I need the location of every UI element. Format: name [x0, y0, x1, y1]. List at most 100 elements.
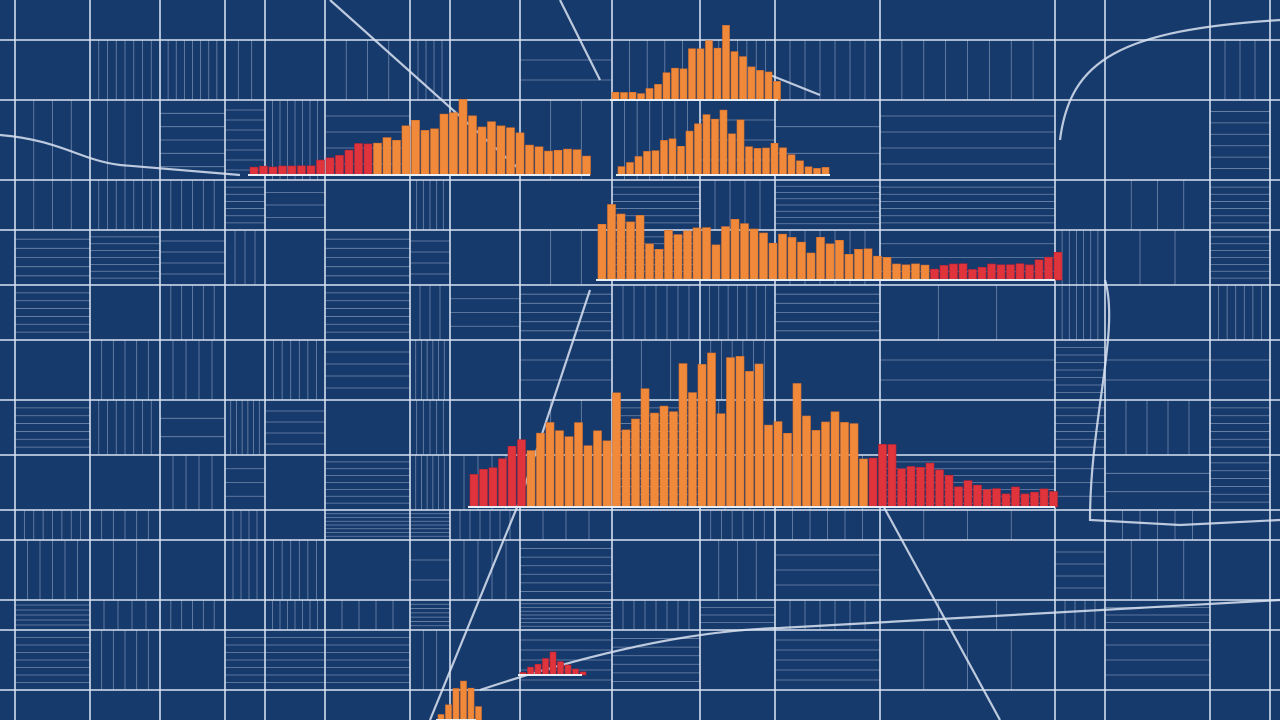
- decorative-bar: [730, 51, 739, 101]
- decorative-bar: [958, 263, 968, 281]
- decorative-bar: [507, 445, 517, 508]
- decorative-bar: [671, 67, 679, 101]
- decorative-bar: [688, 392, 697, 508]
- decorative-bar: [982, 489, 992, 508]
- decorative-bar: [259, 165, 268, 176]
- decorative-bar: [728, 133, 736, 176]
- decorative-bar: [911, 263, 920, 281]
- decorative-bar: [678, 363, 688, 508]
- decorative-bar: [873, 255, 882, 281]
- decorative-bar: [477, 126, 487, 176]
- decorative-bar: [373, 142, 382, 176]
- decorative-bar: [664, 230, 673, 281]
- decorative-bar: [542, 658, 549, 676]
- decorative-bar: [778, 233, 787, 281]
- decorative-bar: [702, 114, 711, 176]
- decorative-bar: [787, 154, 796, 176]
- decorative-bar: [612, 392, 621, 508]
- decorative-bar: [722, 25, 730, 101]
- decorative-bar: [707, 352, 716, 508]
- decorative-bar: [992, 488, 1001, 508]
- decorative-bar: [534, 146, 544, 176]
- decorative-bar: [764, 71, 773, 101]
- decorative-bar: [479, 468, 488, 508]
- decorative-bar: [1053, 252, 1063, 281]
- decorative-bar: [468, 115, 477, 176]
- decorative-bar: [475, 706, 482, 720]
- decorative-bar: [882, 257, 892, 281]
- decorative-bar: [449, 112, 458, 176]
- decorative-bar: [770, 143, 779, 176]
- decorative-bar: [849, 423, 859, 508]
- decorative-bar: [726, 357, 735, 508]
- decorative-bar: [564, 664, 572, 676]
- decorative-bar: [925, 462, 935, 508]
- decorative-bar: [411, 120, 420, 176]
- bar-cluster: [518, 651, 587, 676]
- decorative-bar: [527, 666, 534, 676]
- decorative-bar: [628, 92, 637, 101]
- decorative-bar: [553, 150, 563, 176]
- decorative-bar: [854, 249, 863, 281]
- decorative-bar: [863, 248, 873, 281]
- decorative-bar: [1015, 263, 1025, 281]
- decorative-bar: [702, 227, 711, 281]
- decorative-bar: [452, 688, 460, 720]
- decorative-bar: [711, 244, 721, 281]
- decorative-bar: [804, 166, 813, 176]
- major-road: [559, 0, 601, 81]
- decorative-bar: [1011, 486, 1020, 508]
- decorative-bar: [335, 155, 344, 176]
- decorative-bar: [821, 167, 830, 176]
- major-road: [879, 499, 1001, 720]
- decorative-bar: [749, 228, 759, 281]
- decorative-bar: [797, 241, 806, 281]
- decorative-bar: [654, 249, 664, 281]
- decorative-bar: [773, 81, 781, 101]
- decorative-bar: [626, 221, 635, 281]
- decorative-bar: [694, 123, 702, 176]
- decorative-bar: [668, 138, 677, 176]
- decorative-bar: [564, 436, 574, 508]
- decorative-bar: [382, 137, 392, 176]
- decorative-bar: [579, 671, 587, 676]
- decorative-bar: [963, 480, 973, 508]
- decorative-bar: [467, 687, 475, 720]
- decorative-bar: [617, 166, 626, 176]
- decorative-bar: [363, 143, 373, 176]
- decorative-bar: [611, 92, 620, 101]
- decorative-bar: [287, 165, 297, 176]
- decorative-bar: [534, 663, 542, 676]
- decorative-bar: [572, 149, 582, 176]
- decorative-bar: [498, 458, 507, 508]
- decorative-bar: [650, 412, 659, 508]
- decorative-bar: [582, 155, 591, 176]
- decorative-bar: [730, 219, 740, 281]
- decorative-bar: [626, 162, 634, 176]
- decorative-bar: [645, 243, 654, 281]
- major-road: [0, 133, 241, 177]
- decorative-bar: [716, 413, 726, 508]
- decorative-bar: [306, 165, 316, 176]
- decorative-bar: [954, 486, 963, 508]
- decorative-bar: [844, 254, 854, 281]
- decorative-bar: [634, 156, 643, 176]
- decorative-bar: [496, 125, 506, 176]
- decorative-bar: [651, 150, 660, 176]
- decorative-bar: [719, 109, 728, 176]
- decorative-bar: [557, 661, 564, 676]
- decorative-bar: [325, 157, 335, 176]
- decorative-bar: [987, 263, 996, 281]
- decorative-bar: [740, 223, 749, 281]
- decorative-bar: [602, 440, 612, 508]
- decorative-bar: [745, 146, 753, 176]
- decorative-bar: [597, 224, 607, 281]
- decorative-bar: [645, 88, 654, 101]
- decorative-bar: [1025, 264, 1034, 281]
- decorative-bar: [906, 466, 916, 508]
- bar-cluster: [610, 25, 781, 101]
- decorative-bar: [745, 371, 754, 508]
- decorative-bar: [673, 234, 683, 281]
- decorative-bar: [1001, 493, 1011, 508]
